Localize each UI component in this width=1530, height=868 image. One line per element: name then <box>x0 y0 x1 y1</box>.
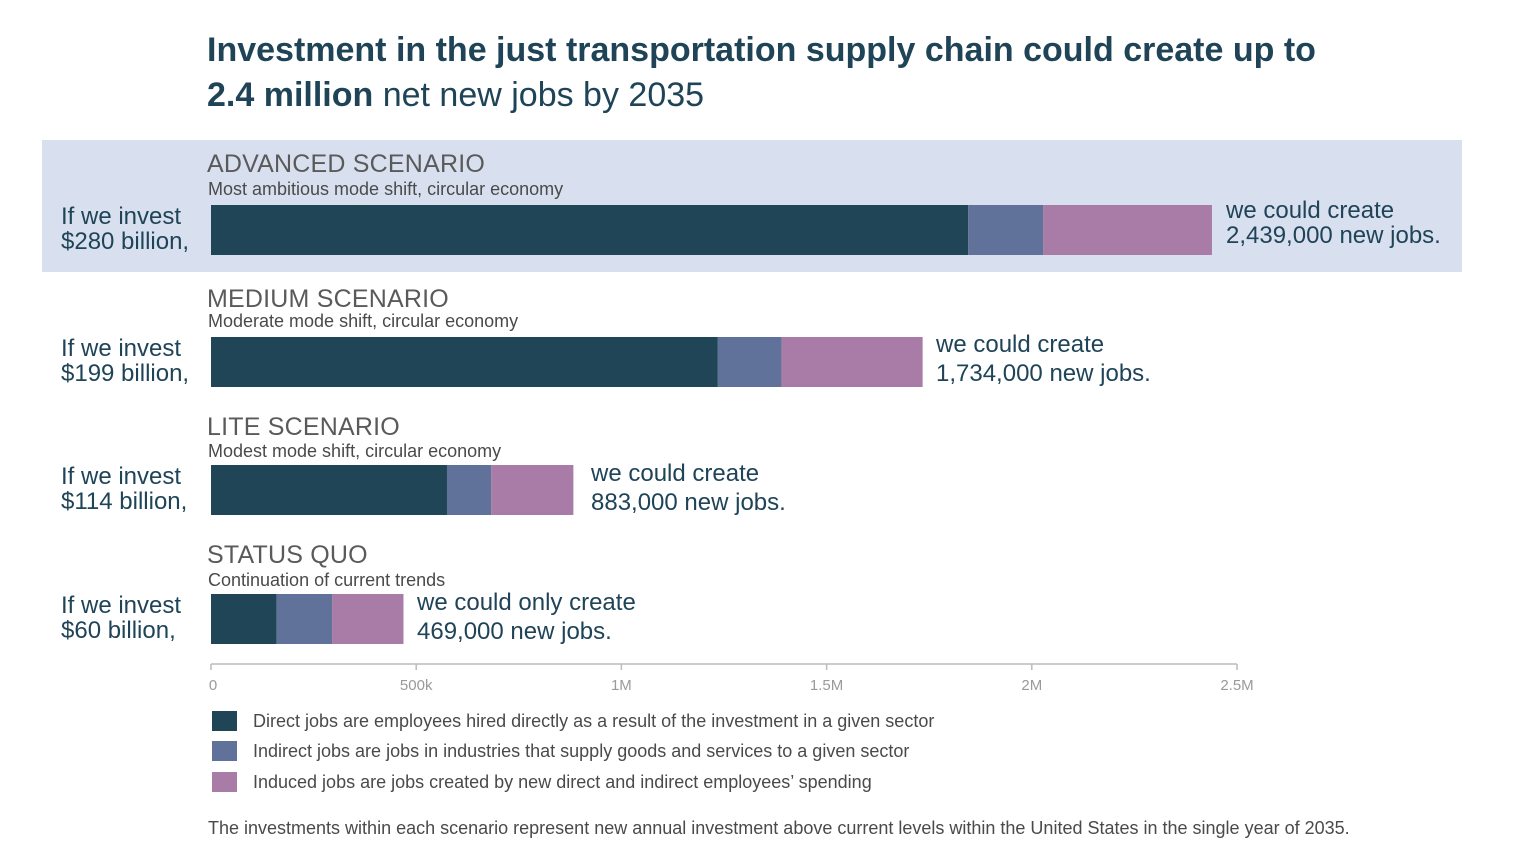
legend-swatch-direct <box>212 711 237 731</box>
x-tick-label: 2M <box>1021 677 1042 694</box>
invest-line-1: If we invest <box>61 335 182 362</box>
legend-text-indirect: Indirect jobs are jobs in industries tha… <box>253 740 910 761</box>
create-label-advanced: we could create 2,439,000 new jobs. <box>1226 198 1441 248</box>
bar-lite-indirect <box>446 465 492 515</box>
x-tick-label: 1M <box>611 677 632 694</box>
legend-item-indirect: Indirect jobs are jobs in industries tha… <box>212 740 909 762</box>
chart-title: Investment in the just transportation su… <box>207 28 1407 118</box>
bar-medium-induced <box>781 337 923 387</box>
invest-line-2: $114 billion, <box>61 488 188 515</box>
legend-swatch-indirect <box>212 741 237 761</box>
legend-swatch-induced <box>212 772 237 792</box>
legend-text-direct: Direct jobs are employees hired directly… <box>253 710 935 731</box>
bar-medium-direct <box>211 337 718 387</box>
scenario-name-advanced: ADVANCED SCENARIO <box>207 150 485 178</box>
legend-text-induced: Induced jobs are jobs created by new dir… <box>253 771 872 792</box>
scenario-name-lite: LITE SCENARIO <box>207 413 400 441</box>
create-line-1: we could only create <box>417 589 636 616</box>
x-tick-label: 500k <box>400 677 433 694</box>
title-line-2: 2.4 million net new jobs by 2035 <box>207 73 1407 118</box>
create-label-lite: we could create 883,000 new jobs. <box>591 459 786 517</box>
create-line-2: 883,000 new jobs. <box>591 489 786 516</box>
invest-line-1: If we invest <box>61 463 182 490</box>
create-label-status-quo: we could only create 469,000 new jobs. <box>417 588 636 646</box>
create-line-2: 2,439,000 new jobs. <box>1226 222 1441 249</box>
x-tick-label: 0 <box>209 677 217 694</box>
invest-line-1: If we invest <box>61 203 182 230</box>
create-line-1: we could create <box>591 460 760 487</box>
bar-status-quo-indirect <box>276 594 333 644</box>
title-line-1: Investment in the just transportation su… <box>207 31 1316 69</box>
scenario-subtitle-status-quo: Continuation of current trends <box>208 570 446 590</box>
create-line-2: 469,000 new jobs. <box>417 618 612 645</box>
create-line-1: we could create <box>936 331 1105 358</box>
x-tick-label: 2.5M <box>1220 677 1253 694</box>
bar-advanced-indirect <box>968 205 1044 255</box>
title-highlight: 2.4 million <box>207 76 374 114</box>
scenario-name-medium: MEDIUM SCENARIO <box>207 285 449 313</box>
invest-label-status-quo: If we invest $60 billion, <box>61 593 181 643</box>
bar-status-quo-induced <box>332 594 404 644</box>
invest-label-lite: If we invest $114 billion, <box>61 464 187 514</box>
legend-item-direct: Direct jobs are employees hired directly… <box>212 710 934 732</box>
scenario-subtitle-advanced: Most ambitious mode shift, circular econ… <box>208 179 564 199</box>
bar-advanced-direct <box>211 205 969 255</box>
invest-line-2: $280 billion, <box>61 228 190 255</box>
create-label-medium: we could create 1,734,000 new jobs. <box>936 330 1151 388</box>
legend-item-induced: Induced jobs are jobs created by new dir… <box>212 771 872 793</box>
create-line-1: we could create <box>1226 197 1395 224</box>
invest-line-2: $60 billion, <box>61 617 176 644</box>
bar-lite-induced <box>491 465 574 515</box>
bar-lite-direct <box>211 465 447 515</box>
create-line-2: 1,734,000 new jobs. <box>936 360 1151 387</box>
x-tick-label: 1.5M <box>810 677 843 694</box>
scenario-subtitle-lite: Modest mode shift, circular economy <box>208 441 502 461</box>
invest-label-medium: If we invest $199 billion, <box>61 336 189 386</box>
title-line-2-rest: net new jobs by 2035 <box>373 76 705 114</box>
footnote: The investments within each scenario rep… <box>208 818 1350 838</box>
bar-status-quo-direct <box>211 594 277 644</box>
scenario-subtitle-medium: Moderate mode shift, circular economy <box>208 311 519 331</box>
bar-advanced-induced <box>1043 205 1212 255</box>
invest-line-2: $199 billion, <box>61 360 190 387</box>
stacked-bar-chart: 0 500k 1M 1.5M 2M 2.5M <box>209 205 1254 694</box>
scenario-name-status-quo: STATUS QUO <box>207 541 368 569</box>
invest-line-1: If we invest <box>61 592 182 619</box>
bar-medium-indirect <box>717 337 782 387</box>
invest-label-advanced: If we invest $280 billion, <box>61 204 189 254</box>
